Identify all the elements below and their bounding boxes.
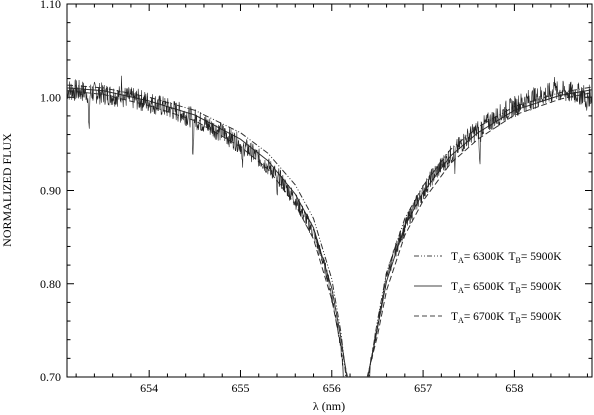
- x-tick-label: 657: [414, 381, 432, 395]
- y-tick-labels: 0.70 0.80 0.90 1.00 1.10: [40, 0, 61, 384]
- x-tick-labels: 654 655 656 657 658: [140, 381, 523, 395]
- legend: TA= 6300K TB= 5900K TA= 6500K TB= 5900K TA…: [414, 251, 562, 325]
- observed-spectrum-red-wing: [369, 77, 592, 364]
- legend-entry-3: TA= 6700K TB= 5900K: [414, 311, 562, 325]
- model-curve-2-blue-wing: [67, 87, 347, 377]
- observed-core-left: [342, 362, 344, 377]
- series-layer: [67, 75, 592, 377]
- x-tick-label: 656: [323, 381, 341, 395]
- plot-area: [67, 75, 592, 377]
- model-curve-1-blue-wing: [67, 84, 346, 377]
- y-tick-label: 0.70: [40, 370, 61, 384]
- x-axis-label: λ (nm): [313, 399, 345, 413]
- legend-entry-1: TA= 6300K TB= 5900K: [414, 251, 562, 265]
- legend-text-3: TA= 6700K TB= 5900K: [451, 311, 562, 325]
- x-tick-label: 658: [505, 381, 523, 395]
- legend-text-2: TA= 6500K TB= 5900K: [451, 281, 562, 295]
- y-tick-label: 1.00: [40, 90, 61, 104]
- observed-core-right: [369, 365, 371, 377]
- legend-text-1: TA= 6300K TB= 5900K: [451, 251, 562, 265]
- y-tick-label: 0.80: [40, 277, 61, 291]
- model-curve-3-red-wing: [366, 92, 592, 377]
- y-tick-label: 1.10: [40, 0, 61, 11]
- y-tick-label: 0.90: [40, 184, 61, 198]
- x-tick-label: 655: [231, 381, 249, 395]
- observed-spectrum-blue-wing: [67, 75, 344, 366]
- y-axis-label: NORMALIZED FLUX: [0, 133, 14, 247]
- model-curve-3-blue-wing: [67, 90, 348, 377]
- legend-entry-2: TA= 6500K TB= 5900K: [414, 281, 562, 295]
- x-tick-label: 654: [140, 381, 158, 395]
